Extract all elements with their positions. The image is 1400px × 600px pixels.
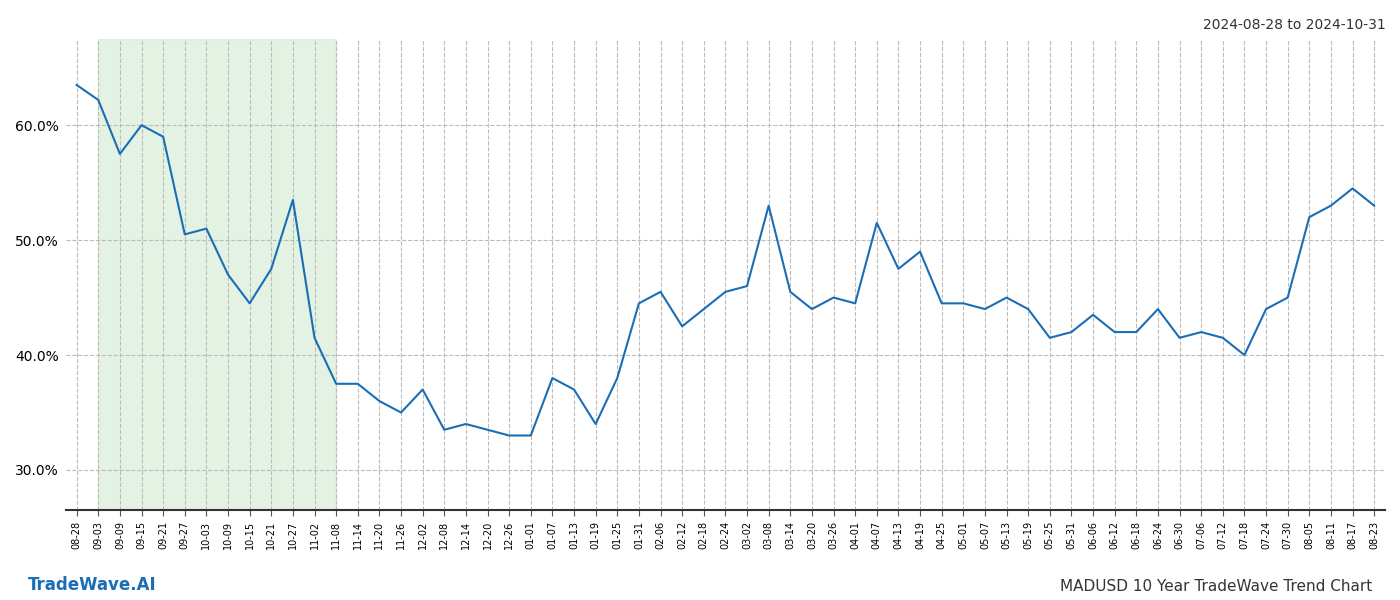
Text: 2024-08-28 to 2024-10-31: 2024-08-28 to 2024-10-31 [1203,18,1386,32]
Text: TradeWave.AI: TradeWave.AI [28,576,157,594]
Bar [98,39,336,510]
Text: MADUSD 10 Year TradeWave Trend Chart: MADUSD 10 Year TradeWave Trend Chart [1060,579,1372,594]
